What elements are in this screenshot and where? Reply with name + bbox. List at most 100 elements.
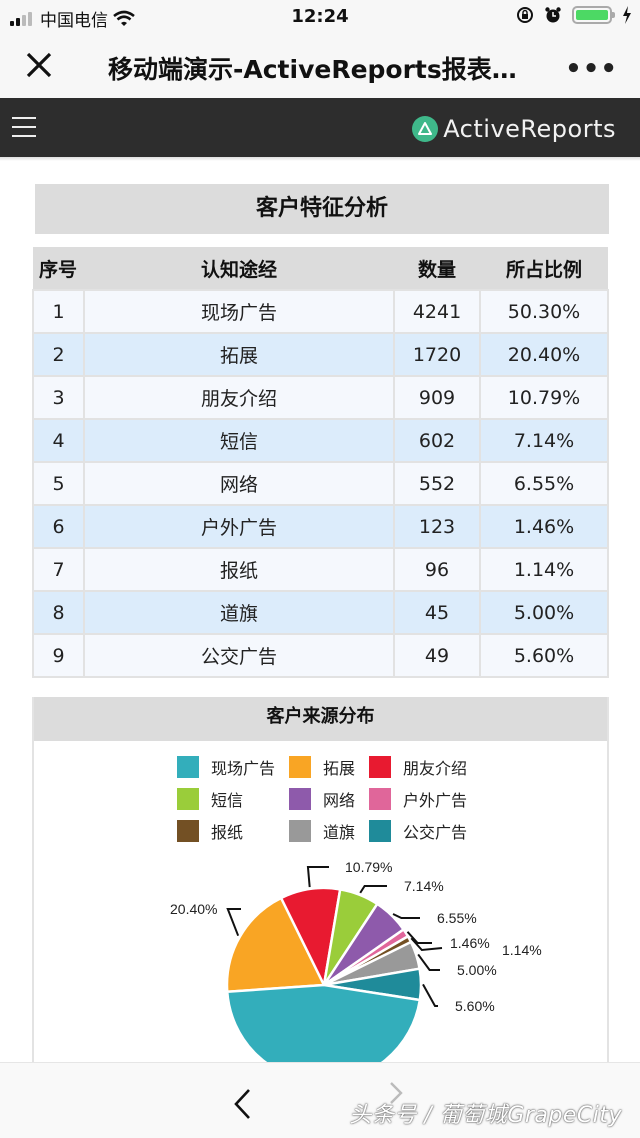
pie-chart: 20.40% 10.79% 7.14% 6.55% 1.46% 1.14% 5.00% 5.6… [170, 859, 542, 1075]
cell-ratio: 20.40% [479, 332, 609, 377]
cell-channel: 现场广告 [83, 289, 395, 334]
data-label: 20.40% [170, 901, 217, 917]
cell-no: 7 [32, 547, 85, 592]
leader-line [406, 931, 432, 944]
legend-swatch [177, 788, 199, 810]
report-viewer-toolbar: ActiveReports [0, 98, 640, 157]
cell-count: 602 [393, 418, 481, 463]
legend-item: 拓展 [289, 756, 369, 778]
cell-count: 1720 [393, 332, 481, 377]
cell-count: 909 [393, 375, 481, 420]
cell-ratio: 1.14% [479, 547, 609, 592]
close-icon[interactable] [22, 48, 56, 82]
clock: 12:24 [291, 6, 349, 27]
cell-count: 96 [393, 547, 481, 592]
cell-channel: 报纸 [83, 547, 395, 592]
brand: ActiveReports [412, 115, 616, 143]
data-label: 1.46% [450, 935, 490, 951]
table-row: 7 报纸 96 1.14% [32, 547, 609, 592]
alarm-icon [545, 7, 561, 23]
leader-line [226, 908, 241, 937]
cell-ratio: 10.79% [479, 375, 609, 420]
legend-swatch [289, 820, 311, 842]
cell-count: 45 [393, 590, 481, 635]
table-row: 5 网络 552 6.55% [32, 461, 609, 506]
data-label: 6.55% [437, 910, 477, 926]
chart-panel: 客户来源分布 现场广告 拓展 朋友介绍 短信 网络 户外广告 报纸 道旗 公交广… [32, 697, 609, 1077]
pie-slice [225, 896, 326, 994]
brand-name: ActiveReports [443, 115, 616, 143]
cell-ratio: 1.46% [479, 504, 609, 549]
cell-no: 9 [32, 633, 85, 678]
data-label: 7.14% [404, 878, 444, 894]
table-row: 1 现场广告 4241 50.30% [32, 289, 609, 334]
legend-item: 道旗 [289, 820, 369, 842]
cell-count: 552 [393, 461, 481, 506]
cell-channel: 网络 [83, 461, 395, 506]
cell-no: 6 [32, 504, 85, 549]
data-label: 1.14% [502, 942, 542, 958]
legend-swatch [369, 820, 391, 842]
cell-no: 8 [32, 590, 85, 635]
signal-icon [10, 11, 32, 26]
column-header-no: 序号 [33, 247, 84, 290]
cell-no: 3 [32, 375, 85, 420]
column-header-channel: 认知途经 [84, 247, 394, 290]
carrier-label: 中国电信 [40, 11, 108, 31]
data-label: 5.00% [457, 962, 497, 978]
hamburger-menu-icon[interactable] [12, 117, 36, 137]
bottom-nav-bar: 头条号 / 葡萄城GrapeCity [0, 1062, 640, 1138]
column-header-count: 数量 [394, 247, 480, 290]
cell-ratio: 5.00% [479, 590, 609, 635]
legend-item: 报纸 [177, 820, 289, 842]
leader-line [392, 913, 420, 919]
table-row: 8 道旗 45 5.00% [32, 590, 609, 635]
cell-no: 1 [32, 289, 85, 334]
data-label: 10.79% [345, 859, 392, 875]
wifi-icon [113, 10, 135, 26]
cell-count: 123 [393, 504, 481, 549]
charging-icon [623, 6, 631, 24]
cell-ratio: 5.60% [479, 633, 609, 678]
chart-title: 客户来源分布 [34, 697, 607, 741]
more-icon[interactable]: ••• [565, 54, 618, 84]
cell-no: 4 [32, 418, 85, 463]
orientation-lock-icon [517, 7, 533, 23]
leader-line [359, 885, 387, 894]
legend-swatch [177, 820, 199, 842]
table-row: 4 短信 602 7.14% [32, 418, 609, 463]
cell-channel: 拓展 [83, 332, 395, 377]
customer-table: 序号 认知途经 数量 所占比例 1 现场广告 4241 50.30% 2 拓展 … [32, 247, 609, 678]
cell-ratio: 7.14% [479, 418, 609, 463]
cell-channel: 短信 [83, 418, 395, 463]
chevron-right-icon[interactable] [388, 1081, 404, 1105]
legend-item: 公交广告 [369, 820, 479, 842]
legend-item: 现场广告 [177, 756, 289, 778]
pie-slice [225, 983, 422, 1075]
cell-channel: 朋友介绍 [83, 375, 395, 420]
report-title: 客户特征分析 [35, 184, 609, 234]
cell-no: 5 [32, 461, 85, 506]
page-title: 移动端演示-ActiveReports报表… [108, 55, 517, 84]
status-bar: 中国电信 12:24 [0, 0, 640, 34]
cell-count: 4241 [393, 289, 481, 334]
legend-swatch [177, 756, 199, 778]
table-row: 2 拓展 1720 20.40% [32, 332, 609, 377]
chevron-left-icon[interactable] [232, 1087, 252, 1121]
legend-item: 户外广告 [369, 788, 479, 810]
legend-item: 网络 [289, 788, 369, 810]
table-row: 6 户外广告 123 1.46% [32, 504, 609, 549]
table-row: 9 公交广告 49 5.60% [32, 633, 609, 678]
legend-item: 朋友介绍 [369, 756, 479, 778]
legend-swatch [369, 756, 391, 778]
legend-swatch [369, 788, 391, 810]
activereports-logo-icon [412, 116, 439, 142]
leader-line [410, 937, 443, 952]
nav-bar: 移动端演示-ActiveReports报表… ••• [0, 34, 640, 98]
legend-item: 短信 [177, 788, 289, 810]
cell-channel: 道旗 [83, 590, 395, 635]
cell-channel: 户外广告 [83, 504, 395, 549]
table-header-row: 序号 认知途经 数量 所占比例 [33, 247, 608, 290]
divider [0, 157, 640, 161]
data-label: 5.60% [455, 998, 495, 1014]
